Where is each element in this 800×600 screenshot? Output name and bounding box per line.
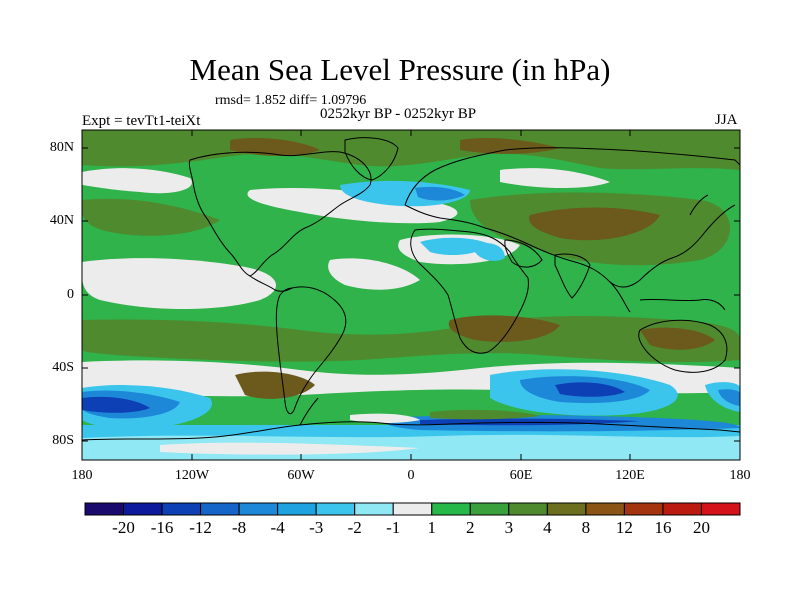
white-antarctic xyxy=(160,442,420,455)
y-label-40n: 40N xyxy=(49,213,74,228)
x-label-0: 0 xyxy=(407,468,415,483)
coast-southeast-asia xyxy=(609,281,726,313)
colorbar-label: 3 xyxy=(504,518,514,537)
stats-label: rmsd= 1.852 diff= 1.09796 xyxy=(215,93,367,108)
olive-north-pacific xyxy=(82,198,220,236)
brown-south-america xyxy=(235,371,315,399)
arctic-brown-patch xyxy=(230,138,320,156)
colorbar-label: 2 xyxy=(466,518,475,537)
colorbar-label: -8 xyxy=(232,518,247,537)
x-label-60w: 60W xyxy=(287,468,315,483)
coast-greenland xyxy=(344,137,399,181)
coast-north-america xyxy=(188,151,372,277)
colorbar-swatch xyxy=(238,502,279,516)
colorbar-swatch xyxy=(508,502,548,516)
white-north-east xyxy=(500,168,610,188)
colorbar-swatch xyxy=(469,502,510,516)
white-north-atlantic xyxy=(247,188,458,224)
colorbar-label: -4 xyxy=(270,518,285,537)
white-antarctic-coast xyxy=(350,413,420,423)
x-ticks xyxy=(81,130,631,460)
colorbar-label: -12 xyxy=(189,518,212,537)
cyan-arabia xyxy=(475,243,505,261)
brown-australia xyxy=(640,327,715,350)
coast-arabia xyxy=(504,239,543,268)
colorbar-label: -2 xyxy=(347,518,362,537)
darkblue-southern-pacific xyxy=(82,396,150,413)
white-north-pacific xyxy=(82,168,192,194)
cyan-mediterranean xyxy=(420,237,490,256)
coast-japan xyxy=(689,194,709,216)
colorbar-swatch xyxy=(392,502,433,516)
colorbar xyxy=(84,502,741,516)
colorbar-swatch xyxy=(700,502,741,516)
y-ticks xyxy=(82,147,740,442)
x-label-180w: 180 xyxy=(71,468,93,483)
coast-south-america xyxy=(275,286,347,415)
colorbar-swatch xyxy=(84,502,125,516)
colorbar-label: -3 xyxy=(309,518,324,537)
coast-antarctic-peninsula xyxy=(299,397,319,426)
colorbar-swatch xyxy=(161,502,202,516)
season-label: JJA xyxy=(715,112,738,128)
coast-antarctica xyxy=(82,421,740,441)
olive-south-band xyxy=(82,316,740,363)
coast-australia xyxy=(638,319,728,373)
x-label-60e: 60E xyxy=(509,468,533,483)
white-tropical-atlantic xyxy=(328,258,420,290)
y-label-40s: 40S xyxy=(52,360,74,375)
colorbar-label: 1 xyxy=(427,518,437,537)
x-label-120w: 120W xyxy=(174,468,210,483)
colorbar-swatch xyxy=(315,502,356,516)
colorbar-label: 16 xyxy=(654,518,672,537)
blue-north-atlantic xyxy=(415,186,465,201)
coast-central-america xyxy=(249,275,293,292)
x-label-180e: 180 xyxy=(729,468,751,483)
coastlines xyxy=(82,137,740,441)
colorbar-swatch xyxy=(662,502,702,516)
y-label-0: 0 xyxy=(67,287,74,302)
darkblue-southern-indian xyxy=(555,382,625,397)
y-label-80n: 80N xyxy=(49,140,74,155)
colorbar-swatch xyxy=(623,502,664,516)
olive-antarctic-coast xyxy=(430,409,540,420)
coast-africa xyxy=(410,228,529,354)
colorbar-swatch xyxy=(354,502,394,516)
map-title: Mean Sea Level Pressure (in hPa) xyxy=(189,52,611,87)
colorbar-label: -20 xyxy=(112,518,135,537)
x-label-120e: 120E xyxy=(615,468,645,483)
colorbar-swatch xyxy=(200,502,240,516)
colorbar-swatch xyxy=(585,502,625,516)
colorbar-swatch xyxy=(277,502,317,516)
period-label: 0252kyr BP - 0252kyr BP xyxy=(320,106,477,122)
y-label-80s: 80S xyxy=(52,433,74,448)
arctic-brown-patch-2 xyxy=(460,137,560,154)
colorbar-label: -16 xyxy=(150,518,174,537)
experiment-label: Expt = tevTt1-teiXt xyxy=(82,113,201,129)
colorbar-label: 12 xyxy=(615,518,633,537)
brown-asia xyxy=(529,207,660,241)
colorbar-label: 8 xyxy=(581,518,591,537)
colorbar-swatch xyxy=(123,502,163,516)
pressure-field xyxy=(82,130,740,460)
colorbar-label: 20 xyxy=(692,518,710,537)
white-east-pacific xyxy=(82,258,277,309)
coast-eurasia xyxy=(404,147,740,288)
brown-south-africa xyxy=(448,315,560,342)
colorbar-label: -1 xyxy=(386,518,401,537)
colorbar-label: 4 xyxy=(543,518,552,537)
colorbar-swatch xyxy=(431,502,471,516)
coast-india xyxy=(554,253,591,299)
blue-southeast xyxy=(718,389,740,406)
colorbar-swatch xyxy=(546,502,587,516)
